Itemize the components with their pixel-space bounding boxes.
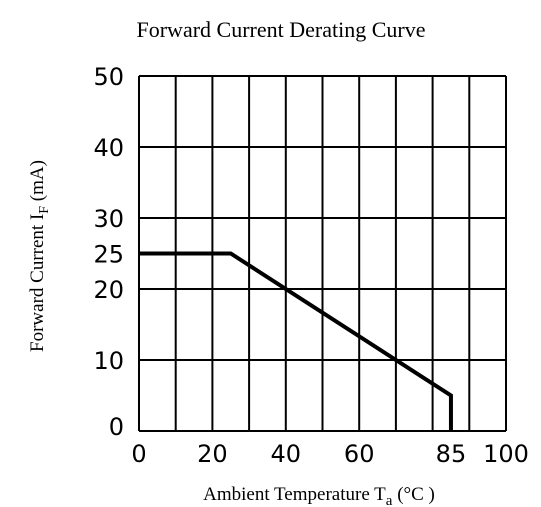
y-tick-label-30: 30 bbox=[93, 205, 124, 233]
series-line-0 bbox=[139, 251, 453, 431]
x-tick-labels: 0 20 40 60 85 100 bbox=[131, 440, 529, 468]
x-axis-label-unit: (°C ) bbox=[392, 484, 434, 505]
x-tick-label-60: 60 bbox=[344, 440, 375, 468]
y-tick-labels: 0 10 20 25 30 40 50 bbox=[93, 63, 124, 441]
x-tick-label-0: 0 bbox=[131, 440, 146, 468]
chart-title: Forward Current Derating Curve bbox=[137, 17, 426, 42]
y-tick-label-40: 40 bbox=[93, 134, 124, 162]
x-tick-label-20: 20 bbox=[197, 440, 228, 468]
x-axis-label: Ambient Temperature Ta (°C ) bbox=[203, 484, 435, 507]
x-tick-label-40: 40 bbox=[271, 440, 302, 468]
y-tick-label-25: 25 bbox=[93, 241, 124, 269]
y-tick-label-20: 20 bbox=[93, 276, 124, 304]
series-layer bbox=[139, 251, 453, 431]
y-axis-label-subscript: F bbox=[37, 206, 52, 214]
y-axis-label-text: Forward Current I bbox=[27, 214, 48, 352]
y-axis-label-unit: (mA) bbox=[27, 160, 48, 206]
vertical-gridlines bbox=[138, 76, 507, 431]
y-axis-label: Forward Current IF (mA) bbox=[27, 160, 52, 352]
x-tick-label-85: 85 bbox=[436, 440, 467, 468]
x-axis-label-text: Ambient Temperature T bbox=[203, 484, 386, 505]
y-tick-label-50: 50 bbox=[93, 63, 124, 91]
y-tick-label-0: 0 bbox=[109, 413, 124, 441]
svg-text:Forward Current IF (mA): Forward Current IF (mA) bbox=[27, 160, 52, 352]
grid bbox=[138, 75, 507, 432]
y-tick-label-10: 10 bbox=[93, 347, 124, 375]
horizontal-gridlines bbox=[139, 75, 506, 432]
x-tick-label-100: 100 bbox=[483, 440, 529, 468]
x-axis-label-subscript: a bbox=[386, 493, 393, 507]
